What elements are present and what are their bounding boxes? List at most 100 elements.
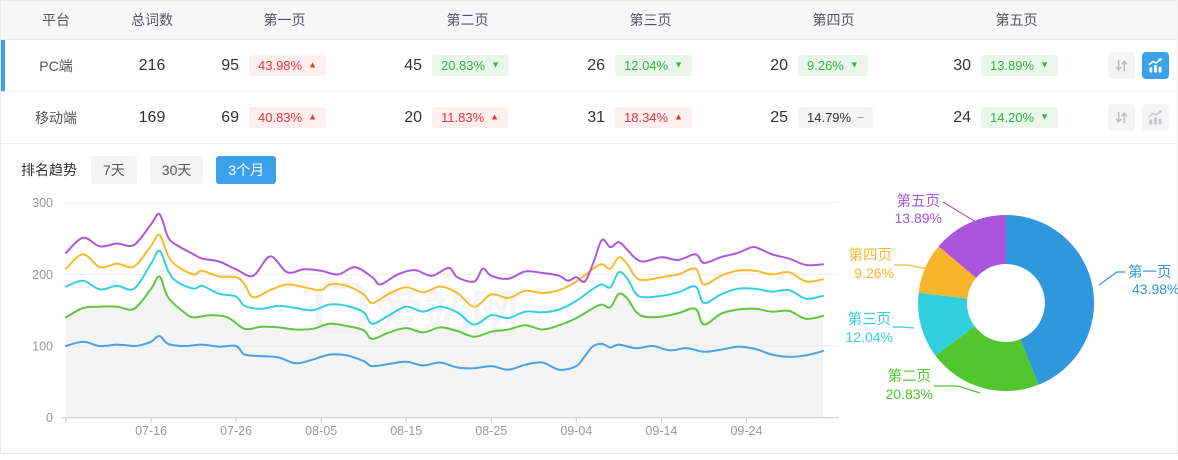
- page-distribution-donut: 第一页 43.98% 第二页 20.83% 第三页 12.04% 第四页 9.26% 第五页 13…: [846, 181, 1178, 460]
- table-header: 平台 总词数 第一页 第二页 第三页 第四页 第五页: [1, 1, 1177, 40]
- page4-cell: 20 9.26% ▼: [742, 55, 925, 76]
- trend-chart-button[interactable]: [1142, 52, 1169, 79]
- col-header-total: 总词数: [131, 12, 173, 28]
- bar-chart-trend-icon: [1148, 109, 1163, 125]
- change-percent: 20.83%: [441, 58, 486, 73]
- page5-cell: 24 14.20% ▼: [925, 107, 1108, 128]
- area-fill: [66, 276, 823, 418]
- series-line-第一页: [65, 335, 824, 371]
- x-tick-label: 09-24: [730, 424, 762, 438]
- donut-label-name: 第四页: [849, 246, 893, 264]
- change-badge: 9.26% ▼: [798, 55, 868, 76]
- col-header-page4: 第四页: [812, 12, 855, 28]
- donut-label-percent: 20.83%: [886, 386, 933, 402]
- compare-button[interactable]: [1108, 52, 1135, 79]
- page1-cell: 95 43.98% ▲: [193, 55, 376, 76]
- page-count: 95: [221, 56, 239, 74]
- change-percent: 9.26%: [807, 58, 844, 73]
- series-line-第二页: [65, 275, 824, 340]
- row-actions: [1108, 52, 1178, 79]
- table-body: PC端 216 95 43.98% ▲ 45 20.83% ▼ 26 12.04% ▼ 20 9.26%…: [1, 40, 1177, 144]
- donut-slice-第二页[interactable]: [935, 326, 1039, 392]
- page4-cell: 25 14.79% −: [742, 107, 925, 128]
- change-badge: 12.04% ▼: [615, 55, 693, 76]
- table-row-pc[interactable]: PC端 216 95 43.98% ▲ 45 20.83% ▼ 26 12.04% ▼ 20 9.26%…: [1, 40, 1177, 92]
- page-count: 69: [221, 108, 239, 126]
- page3-cell: 26 12.04% ▼: [559, 55, 742, 76]
- flat-arrow-icon: −: [857, 110, 865, 124]
- trend-line-chart: 爱站网 07-16 07-26 08-05 08-15 08-25 09-04 09-14 09…: [1, 186, 846, 460]
- page-count: 20: [404, 108, 422, 126]
- page2-cell: 20 11.83% ▲: [376, 107, 559, 128]
- change-percent: 13.89%: [990, 58, 1035, 73]
- donut-slice-第五页[interactable]: [938, 215, 1006, 278]
- change-percent: 18.34%: [624, 110, 669, 125]
- platform-name: 移动端: [35, 109, 77, 126]
- page-count: 45: [404, 56, 422, 74]
- change-badge: 11.83% ▲: [432, 107, 509, 128]
- change-badge: 40.83% ▲: [249, 107, 327, 128]
- col-header-page1: 第一页: [263, 12, 306, 28]
- up-arrow-icon: ▲: [674, 111, 684, 122]
- label-leader-line: [893, 326, 915, 329]
- col-header-page5: 第五页: [995, 12, 1038, 28]
- x-tick-label: 09-14: [645, 424, 677, 438]
- x-tick-label: 07-26: [220, 424, 252, 438]
- col-header-page2: 第二页: [446, 12, 489, 28]
- tab-30-days[interactable]: 30天: [149, 156, 204, 184]
- page-count: 24: [953, 108, 971, 126]
- bar-chart-trend-icon: [1148, 57, 1163, 73]
- range-tabs: 7天 30天 3个月: [91, 156, 277, 184]
- label-leader-line: [942, 201, 977, 223]
- platform-name: PC端: [39, 57, 73, 74]
- table-row-mobile[interactable]: 移动端 169 69 40.83% ▲ 20 11.83% ▲ 31 18.34% ▲ 25 14.79…: [1, 92, 1177, 144]
- compare-button[interactable]: [1108, 104, 1135, 131]
- tab-7-days[interactable]: 7天: [91, 156, 137, 184]
- donut-slice-第四页[interactable]: [918, 246, 977, 299]
- change-badge: 18.34% ▲: [615, 107, 693, 128]
- change-badge: 13.89% ▼: [981, 55, 1059, 76]
- watermark: 爱站网: [315, 282, 519, 340]
- change-percent: 11.83%: [441, 110, 485, 125]
- change-badge: 20.83% ▼: [432, 55, 510, 76]
- page-count: 31: [587, 108, 605, 126]
- page-count: 30: [953, 56, 971, 74]
- donut-label-name: 第三页: [848, 310, 892, 328]
- page2-cell: 45 20.83% ▼: [376, 55, 559, 76]
- y-tick-label: 0: [46, 411, 53, 425]
- down-arrow-icon: ▼: [1040, 111, 1050, 122]
- total-keywords: 169: [138, 108, 166, 126]
- donut-label-name: 第五页: [897, 192, 941, 210]
- page-count: 26: [587, 56, 605, 74]
- page3-cell: 31 18.34% ▲: [559, 107, 742, 128]
- page-count: 25: [770, 108, 788, 126]
- page5-cell: 30 13.89% ▼: [925, 55, 1108, 76]
- col-header-page3: 第三页: [629, 12, 672, 28]
- up-arrow-icon: ▲: [308, 59, 318, 70]
- donut-label-percent: 12.04%: [846, 329, 893, 345]
- total-keywords: 216: [138, 56, 166, 74]
- change-badge: 14.79% −: [798, 107, 874, 128]
- x-tick-label: 08-05: [305, 424, 337, 438]
- trend-chart-button[interactable]: [1142, 104, 1169, 131]
- change-badge: 14.20% ▼: [981, 107, 1059, 128]
- donut-slice-第三页[interactable]: [917, 292, 975, 356]
- change-percent: 14.79%: [807, 110, 852, 125]
- tab-3-months[interactable]: 3个月: [216, 156, 277, 184]
- x-tick-label: 07-16: [135, 424, 167, 438]
- col-header-platform: 平台: [42, 12, 70, 28]
- label-leader-line: [894, 264, 933, 271]
- donut-label-percent: 9.26%: [854, 265, 894, 281]
- down-arrow-icon: ▼: [674, 59, 684, 70]
- charts-area: 爱站网 07-16 07-26 08-05 08-15 08-25 09-04 09-14 09…: [1, 186, 1178, 455]
- change-percent: 12.04%: [624, 58, 669, 73]
- donut-slice-第一页[interactable]: [1006, 214, 1095, 385]
- x-tick-label: 09-04: [560, 424, 592, 438]
- change-percent: 43.98%: [258, 58, 303, 73]
- donut-label-name: 第二页: [888, 367, 932, 385]
- donut-label-percent: 13.89%: [895, 210, 942, 226]
- line-chart-svg: 爱站网 07-16 07-26 08-05 08-15 08-25 09-04 09-14 09…: [32, 196, 839, 438]
- down-arrow-icon: ▼: [849, 59, 859, 70]
- label-leader-line: [934, 385, 981, 394]
